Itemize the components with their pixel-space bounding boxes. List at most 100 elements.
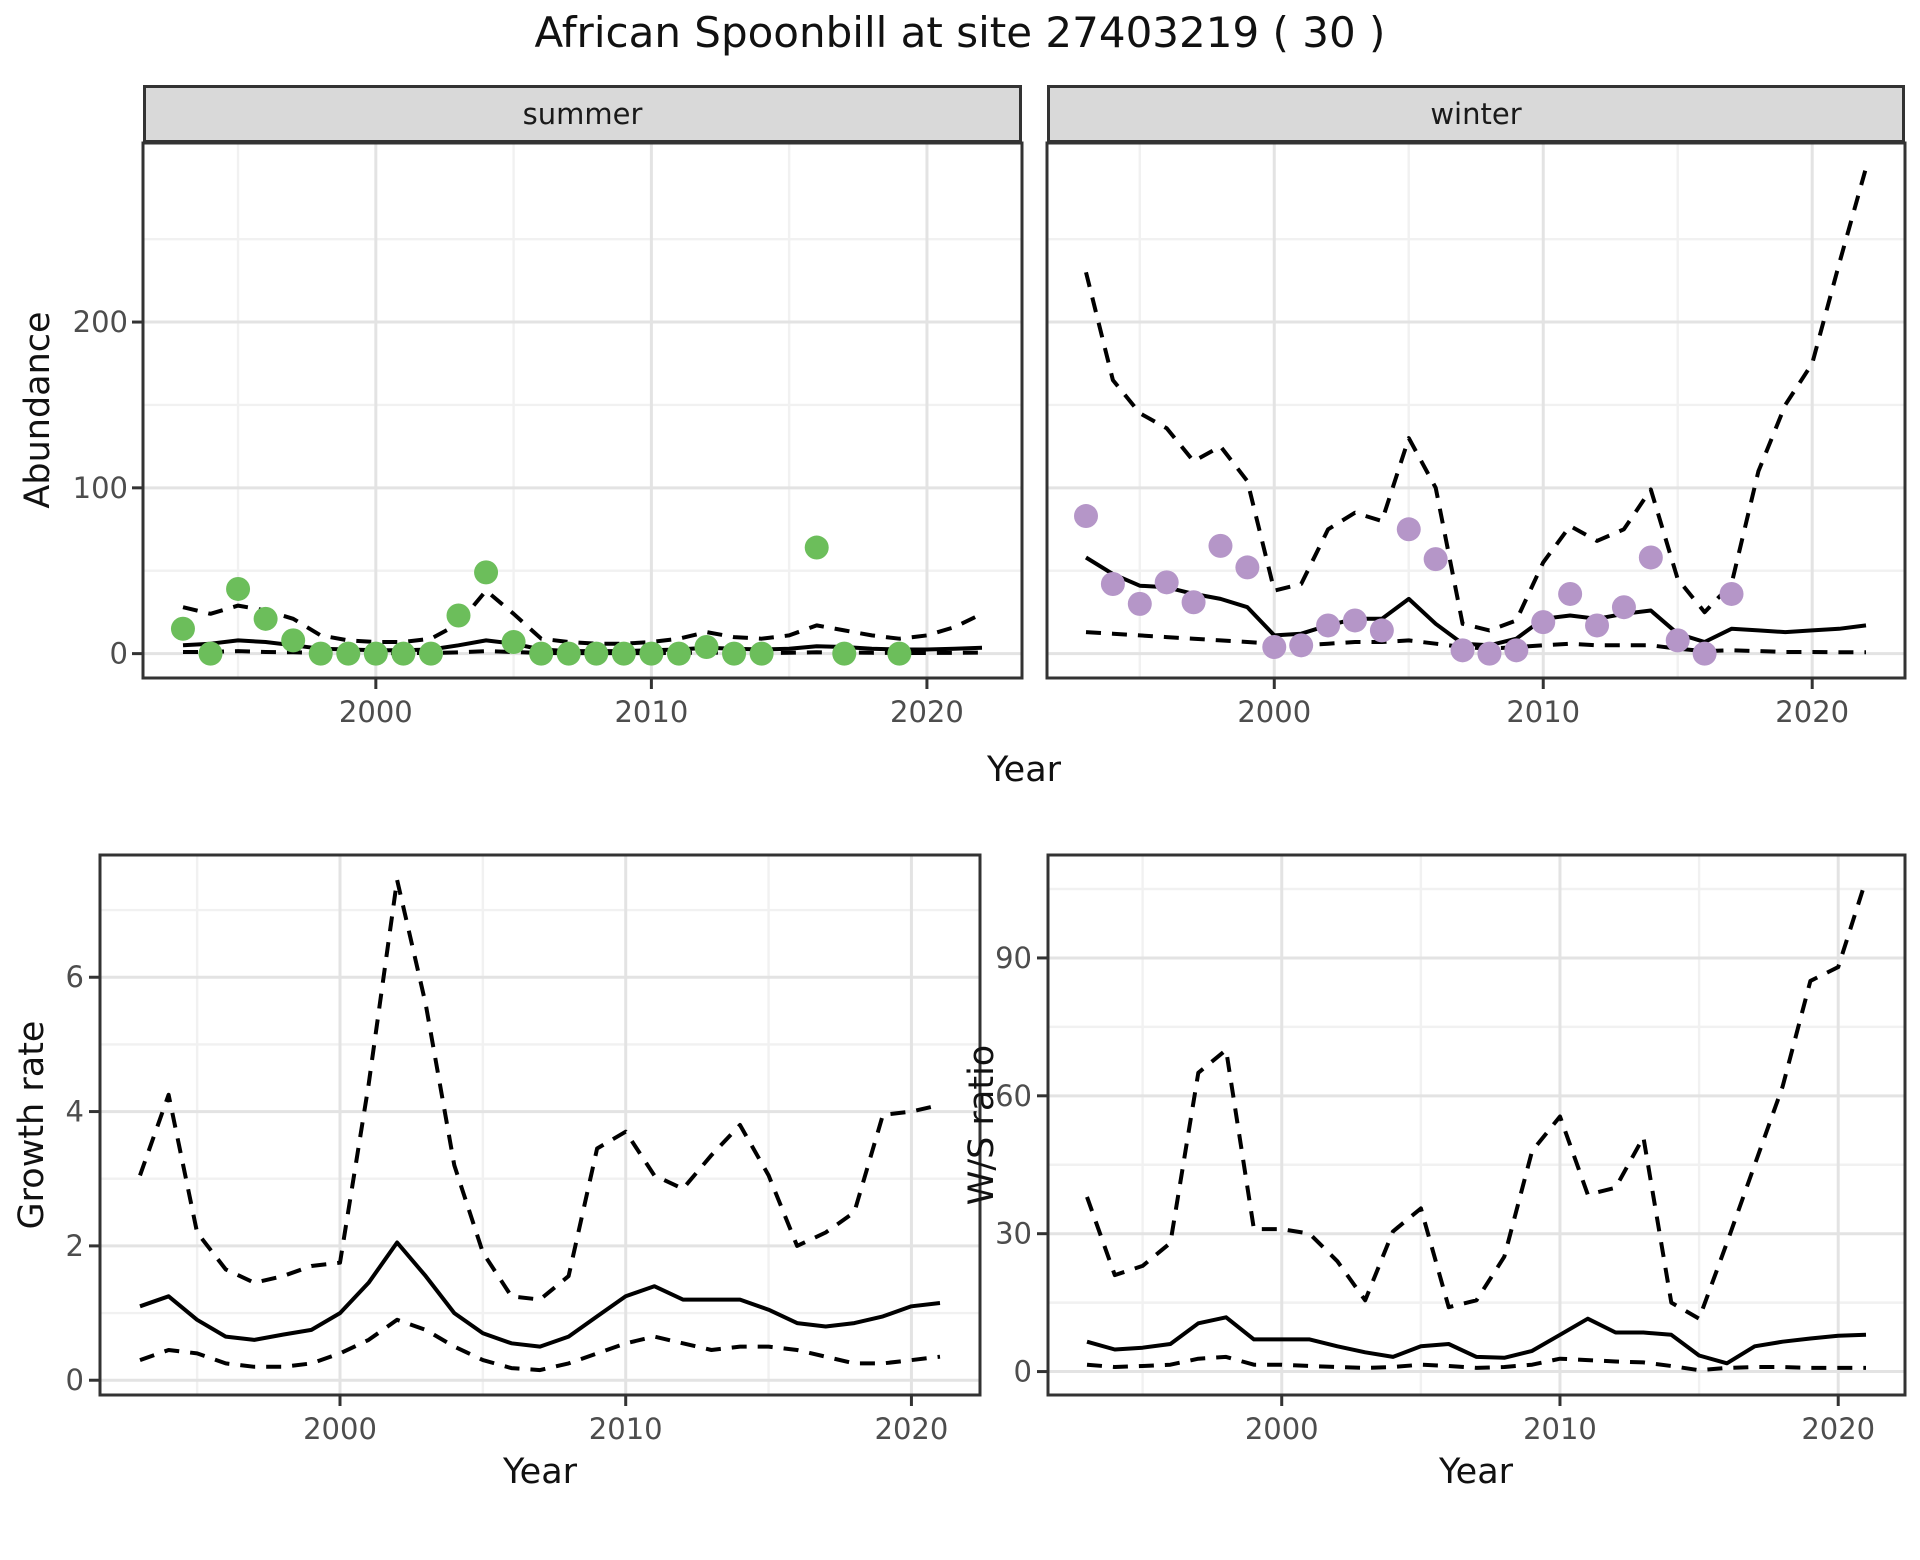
x-tick-label: 2020: [875, 1412, 949, 1446]
data-point: [666, 641, 691, 666]
x-tick-label: 2010: [614, 695, 688, 729]
x-tick-label: 2000: [1237, 695, 1311, 729]
data-point: [1423, 547, 1448, 572]
data-point: [1369, 618, 1394, 643]
series-lines-ws-ratio: [1085, 879, 1868, 1373]
y-tick-label: 90: [995, 941, 1032, 975]
data-point: [1638, 545, 1663, 570]
facet-strip-winter-label: winter: [1430, 97, 1522, 131]
data-point: [1692, 641, 1717, 666]
upper-line-ws-ratio: [1085, 879, 1868, 1321]
data-point: [1208, 533, 1233, 558]
data-point: [639, 641, 664, 666]
fit-line-abundance-winter: [1084, 555, 1867, 648]
data-point: [694, 634, 719, 659]
data-point: [804, 535, 829, 560]
data-point: [418, 641, 443, 666]
data-point: [474, 560, 499, 585]
data-point: [1316, 613, 1341, 638]
lower-line-ws-ratio: [1086, 1354, 1866, 1373]
y-tick-label: 200: [73, 305, 128, 339]
x-axis-ticks-abundance-winter: 2000 2010 2020: [1237, 679, 1849, 729]
lower-line-abundance-winter: [1085, 630, 1866, 655]
panel-background: [1048, 855, 1905, 1395]
data-point: [446, 603, 471, 628]
data-point: [226, 576, 251, 601]
upper-line-abundance-summer: [182, 588, 983, 646]
panel-border: [98, 853, 982, 1397]
upper-line-abundance-winter: [1084, 167, 1868, 633]
data-point: [1396, 517, 1421, 542]
data-point: [198, 641, 223, 666]
panel-border: [1046, 853, 1907, 1397]
panel-background: [143, 143, 1022, 678]
y-tick-label: 0: [110, 637, 128, 671]
y-tick-label: 0: [1014, 1355, 1032, 1389]
x-tick-label: 2020: [1801, 1412, 1875, 1446]
data-point: [749, 641, 774, 666]
lower-line-growth-rate: [139, 1317, 941, 1373]
series-lines-growth-rate: [138, 877, 941, 1373]
data-point: [281, 628, 306, 653]
x-axis-ticks-abundance-summer: 2000 2010 2020: [339, 679, 964, 729]
y-tick-label: 100: [73, 471, 128, 505]
gridlines-abundance-winter: [1047, 143, 1905, 678]
y-tick-label: 60: [995, 1079, 1032, 1113]
y-tick-label: 30: [995, 1217, 1032, 1251]
data-point: [1289, 633, 1314, 658]
facet-strip-winter: winter: [1047, 85, 1905, 143]
y-tick-label: 6: [66, 960, 84, 994]
data-point: [1181, 590, 1206, 615]
panel-background: [1047, 143, 1905, 678]
panel-border: [141, 141, 1024, 680]
data-point: [253, 606, 278, 631]
data-point: [1504, 638, 1529, 663]
panel-border: [1045, 141, 1907, 680]
panel-abundance-winter: 2000 2010 2020: [1045, 141, 1907, 729]
data-point: [1585, 613, 1610, 638]
gridlines-growth-rate: [100, 855, 980, 1395]
facet-strip-summer: summer: [143, 85, 1022, 143]
gridlines-ws-ratio: [1048, 855, 1905, 1395]
data-point: [1154, 570, 1179, 595]
data-point: [1611, 595, 1636, 620]
upper-line-growth-rate: [138, 877, 941, 1302]
data-point: [722, 641, 747, 666]
data-point: [1342, 608, 1367, 633]
series-lines-abundance-winter: [1084, 167, 1868, 655]
panel-abundance-summer: 2000 2010 2020 0 100 200: [73, 141, 1024, 729]
data-point: [1477, 641, 1502, 666]
y-axis-ticks-abundance-summer: 0 100 200: [73, 305, 142, 671]
data-point: [611, 641, 636, 666]
data-point: [1074, 504, 1098, 529]
data-point: [501, 630, 526, 655]
data-point: [308, 641, 333, 666]
data-point: [1719, 581, 1744, 606]
page-title: African Spoonbill at site 27403219 ( 30 …: [534, 8, 1386, 57]
observed-points-abundance-summer: [170, 535, 912, 666]
data-point: [170, 616, 195, 641]
fit-line-growth-rate: [139, 1240, 941, 1349]
y-axis-title-abundance: Abundance: [18, 311, 58, 509]
data-point: [363, 641, 388, 666]
panel-growth-rate: 2000 2010 2020 0 2 4 6: [66, 853, 982, 1446]
data-point: [556, 641, 581, 666]
x-tick-label: 2010: [589, 1412, 663, 1446]
data-point: [529, 641, 554, 666]
data-point: [391, 641, 416, 666]
x-axis-title-year-bottom-right: Year: [1438, 1452, 1514, 1492]
x-tick-label: 2000: [303, 1412, 377, 1446]
x-axis-ticks-growth-rate: 2000 2010 2020: [303, 1396, 948, 1446]
data-point: [1235, 555, 1260, 580]
y-tick-label: 0: [66, 1363, 84, 1397]
data-point: [1531, 610, 1556, 635]
data-point: [1665, 628, 1690, 653]
x-tick-label: 2020: [1775, 695, 1849, 729]
y-tick-label: 2: [66, 1229, 84, 1263]
y-axis-title-ws-ratio: W/S ratio: [962, 1044, 1002, 1206]
panel-background: [100, 855, 980, 1395]
data-point: [1100, 571, 1125, 596]
data-point: [336, 641, 361, 666]
